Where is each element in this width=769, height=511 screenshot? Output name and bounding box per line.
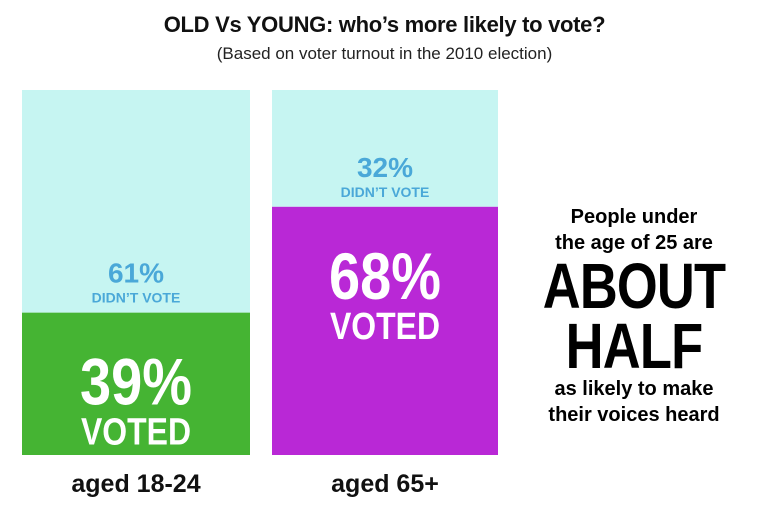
didnt-vote-series-label: DIDN’T VOTE (92, 290, 181, 306)
callout-line-1: People under (570, 206, 698, 228)
voted-series-label: VOTED (81, 412, 191, 454)
voted-series-label: VOTED (330, 306, 440, 348)
callout-line-5: as likely to make (554, 378, 714, 400)
category-label: aged 18-24 (71, 470, 200, 498)
callout-line-6: their voices heard (548, 404, 720, 426)
chart-title: OLD Vs YOUNG: who’s more likely to vote? (163, 12, 606, 37)
bar-segment-didnt-vote (272, 90, 498, 207)
bar-segment-didnt-vote (22, 90, 250, 313)
didnt-vote-percent-label: 61% (108, 258, 164, 289)
didnt-vote-series-label: DIDN’T VOTE (341, 184, 430, 200)
category-label: aged 65+ (331, 470, 439, 498)
callout-text: People under the age of 25 are ABOUT HAL… (508, 204, 760, 428)
callout-line-3: ABOUT (542, 250, 726, 322)
bar-segment-voted (272, 206, 498, 455)
callout-line-4: HALF (565, 310, 703, 382)
chart-subtitle: (Based on voter turnout in the 2010 elec… (216, 44, 553, 63)
didnt-vote-percent-label: 32% (357, 152, 413, 183)
bar-segment-voted (22, 312, 250, 455)
callout-line-2: the age of 25 are (555, 232, 713, 254)
voted-percent-label: 39% (80, 345, 192, 419)
voted-percent-label: 68% (329, 239, 441, 313)
